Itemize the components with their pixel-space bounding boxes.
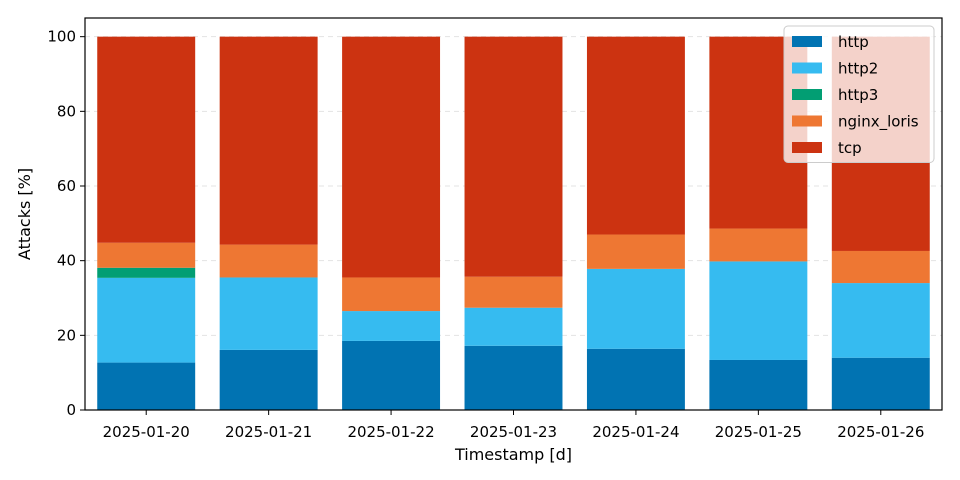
bar-nginx-loris-2025-01-20 xyxy=(97,242,196,268)
bar-http2-2025-01-21 xyxy=(219,277,318,350)
legend-label-http2: http2 xyxy=(838,60,878,78)
bar-http2-2025-01-25 xyxy=(709,261,808,360)
bar-http2-2025-01-23 xyxy=(464,307,563,346)
x-tick-label: 2025-01-26 xyxy=(837,423,924,441)
bar-tcp-2025-01-20 xyxy=(97,36,196,243)
bar-tcp-2025-01-24 xyxy=(586,36,685,235)
bar-http-2025-01-26 xyxy=(831,357,930,410)
x-axis: 2025-01-20 2025-01-21 2025-01-22 2025-01-23… xyxy=(103,410,924,441)
bar-http-2025-01-25 xyxy=(709,359,808,410)
legend-label-tcp: tcp xyxy=(838,139,862,157)
x-tick-label: 2025-01-22 xyxy=(347,423,434,441)
bar-http-2025-01-24 xyxy=(586,348,685,410)
bar-nginx-loris-2025-01-22 xyxy=(342,277,441,312)
legend-swatch-tcp xyxy=(792,142,822,153)
x-tick-label: 2025-01-25 xyxy=(715,423,802,441)
bar-http2-2025-01-26 xyxy=(831,283,930,358)
bar-http2-2025-01-24 xyxy=(586,268,685,349)
bar-nginx-loris-2025-01-23 xyxy=(464,276,563,308)
legend-swatch-http2 xyxy=(792,62,822,74)
x-tick-label: 2025-01-24 xyxy=(592,423,679,441)
y-tick-label: 0 xyxy=(66,401,76,419)
bar-http-2025-01-22 xyxy=(342,340,441,410)
bar-http-2025-01-21 xyxy=(219,349,318,410)
bar-nginx-loris-2025-01-26 xyxy=(831,250,930,284)
bar-http3-2025-01-20 xyxy=(97,267,196,278)
legend-swatch-http xyxy=(792,36,822,47)
x-tick-label: 2025-01-23 xyxy=(470,423,557,441)
bar-http-2025-01-23 xyxy=(464,345,563,410)
y-tick-label: 80 xyxy=(57,102,76,120)
legend-label-http3: http3 xyxy=(838,86,878,104)
bar-tcp-2025-01-21 xyxy=(219,36,318,245)
bar-tcp-2025-01-22 xyxy=(342,36,441,278)
x-tick-label: 2025-01-21 xyxy=(225,423,312,441)
legend-box xyxy=(783,25,935,163)
x-tick-label: 2025-01-20 xyxy=(103,423,190,441)
legend-label-http: http xyxy=(838,33,869,51)
x-axis-title: Timestamp [d] xyxy=(454,445,572,464)
y-tick-label: 60 xyxy=(57,177,76,195)
bar-http2-2025-01-22 xyxy=(342,311,441,341)
bar-http-2025-01-20 xyxy=(97,362,196,410)
bar-nginx-loris-2025-01-24 xyxy=(586,234,685,269)
bar-nginx-loris-2025-01-25 xyxy=(709,228,808,262)
bar-nginx-loris-2025-01-21 xyxy=(219,244,318,278)
y-tick-label: 20 xyxy=(57,326,76,344)
legend-label-nginx-loris: nginx_loris xyxy=(838,113,919,132)
bar-tcp-2025-01-23 xyxy=(464,36,563,277)
legend-swatch-http3 xyxy=(792,89,822,100)
legend-swatch-nginx-loris xyxy=(792,115,822,127)
y-axis-title: Attacks [%] xyxy=(15,168,34,260)
y-tick-label: 100 xyxy=(47,28,76,46)
y-axis: 0 20 40 60 80 100 xyxy=(47,28,85,419)
y-tick-label: 40 xyxy=(57,252,76,270)
bar-http2-2025-01-20 xyxy=(97,277,196,363)
